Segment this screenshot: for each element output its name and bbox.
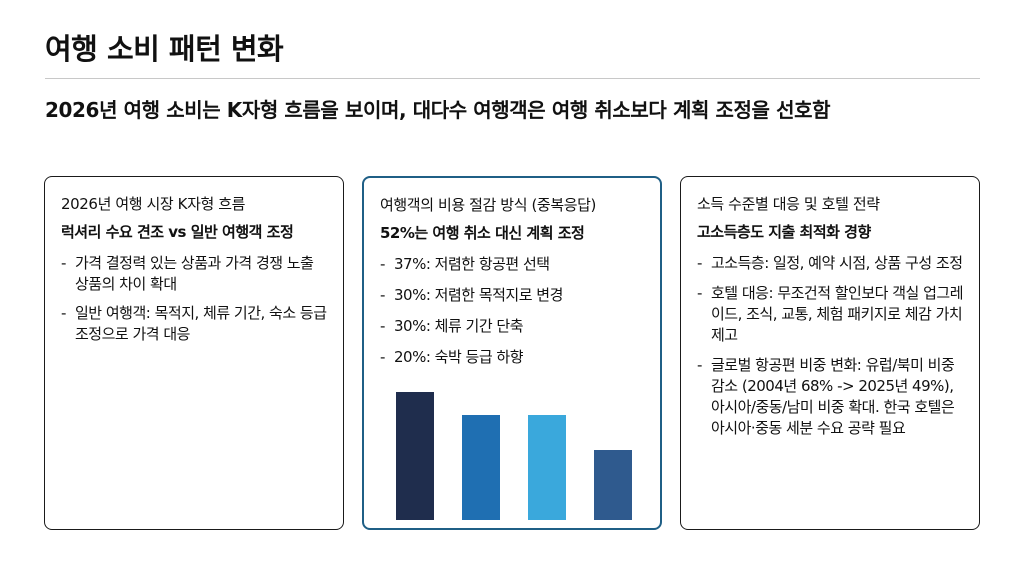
bullet-item: 일반 여행객: 목적지, 체류 기간, 숙소 등급 조정으로 가격 대응 (61, 303, 329, 345)
page-title: 여행 소비 패턴 변화 (45, 32, 284, 66)
bullet-item: 37%: 저렴한 항공편 선택 (380, 254, 646, 275)
bullet-list: 37%: 저렴한 항공편 선택 30%: 저렴한 목적지로 변경 30%: 체류… (380, 254, 646, 368)
bar-4 (594, 450, 632, 520)
page-subtitle: 2026년 여행 소비는 K자형 흐름을 보이며, 대다수 여행객은 여행 취소… (45, 98, 831, 122)
bar-2 (462, 415, 500, 520)
card-subheading: 고소득층도 지출 최적화 경향 (697, 223, 871, 241)
bullet-item: 고소득층: 일정, 예약 시점, 상품 구성 조정 (697, 253, 965, 274)
card-cost-saving-methods: 여행객의 비용 절감 방식 (중복응답) 52%는 여행 취소 대신 계획 조정… (362, 176, 662, 530)
card-k-shaped-trend: 2026년 여행 시장 K자형 흐름 럭셔리 수요 견조 vs 일반 여행객 조… (44, 176, 344, 530)
card-income-hotel-strategy: 소득 수준별 대응 및 호텔 전략 고소득층도 지출 최적화 경향 고소득층: … (680, 176, 980, 530)
cost-saving-bar-chart (380, 390, 648, 520)
bar-chart-svg (396, 390, 632, 520)
bar-1 (396, 390, 434, 520)
card-heading: 여행객의 비용 절감 방식 (중복응답) (380, 196, 596, 214)
bar-3 (528, 415, 566, 520)
bullet-item: 가격 결정력 있는 상품과 가격 경쟁 노출 상품의 차이 확대 (61, 253, 329, 295)
bullet-item: 20%: 숙박 등급 하향 (380, 347, 646, 368)
bullet-list: 고소득층: 일정, 예약 시점, 상품 구성 조정 호텔 대응: 무조건적 할인… (697, 253, 965, 439)
bullet-item: 30%: 체류 기간 단축 (380, 316, 646, 337)
bullet-item: 글로벌 항공편 비중 변화: 유럽/북미 비중 감소 (2004년 68% ->… (697, 355, 965, 439)
title-divider (45, 78, 980, 79)
card-heading: 소득 수준별 대응 및 호텔 전략 (697, 195, 880, 213)
bullet-list: 가격 결정력 있는 상품과 가격 경쟁 노출 상품의 차이 확대 일반 여행객:… (61, 253, 329, 345)
bullet-item: 호텔 대응: 무조건적 할인보다 객실 업그레이드, 조식, 교통, 체험 패키… (697, 283, 965, 346)
card-heading: 2026년 여행 시장 K자형 흐름 (61, 195, 246, 213)
card-subheading: 52%는 여행 취소 대신 계획 조정 (380, 224, 585, 242)
bullet-item: 30%: 저렴한 목적지로 변경 (380, 285, 646, 306)
card-subheading: 럭셔리 수요 견조 vs 일반 여행객 조정 (61, 223, 294, 241)
